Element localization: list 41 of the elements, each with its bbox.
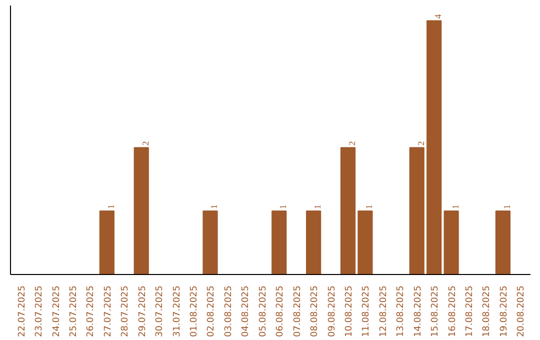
x-tick-label: 25.07.2025 [68,286,79,338]
data-label: 1 [450,204,460,210]
x-tick-label: 12.08.2025 [378,286,389,338]
x-tick-label: 19.08.2025 [499,286,510,338]
x-tick-label: 17.08.2025 [465,286,476,338]
data-label: 2 [346,141,357,146]
x-tick-label: 26.07.2025 [86,286,96,338]
data-label: 1 [502,204,512,210]
data-label: 1 [312,204,323,210]
data-label: 4 [433,14,444,19]
x-tick-label: 01.08.2025 [190,286,200,338]
data-label: 2 [416,141,426,146]
x-tick-label: 27.07.2025 [103,286,114,338]
x-tick-label: 31.07.2025 [172,286,182,338]
x-tick-label: 29.07.2025 [138,286,148,338]
x-tick-label: 15.08.2025 [430,286,441,338]
data-label: 1 [278,204,288,210]
x-tick-label: 04.08.2025 [241,286,252,338]
x-tick-label: 05.08.2025 [258,286,268,338]
x-tick-label: 24.07.2025 [52,286,62,338]
x-tick-label: 14.08.2025 [413,286,424,338]
x-tick-label: 16.08.2025 [448,286,458,338]
x-tick-label: 07.08.2025 [292,286,303,338]
x-tick-label: 03.08.2025 [224,286,234,338]
data-label: 1 [106,204,116,210]
data-label: 1 [209,204,220,210]
data-label: 1 [364,204,374,210]
x-tick-label: 18.08.2025 [482,286,492,338]
x-tick-label: 28.07.2025 [120,286,131,338]
x-tick-label: 06.08.2025 [276,286,286,338]
x-tick-label: 09.08.2025 [327,286,338,338]
x-tick-label: 22.07.2025 [17,286,28,338]
data-label: 2 [140,141,150,146]
x-tick-label: 13.08.2025 [396,286,406,338]
x-tick-label: 20.08.2025 [516,286,527,338]
x-tick-label: 11.08.2025 [362,286,372,338]
x-tick-label: 23.07.2025 [34,286,45,338]
x-tick-label: 10.08.2025 [344,286,354,338]
x-tick-label: 08.08.2025 [310,286,320,338]
x-tick-label: 02.08.2025 [206,286,217,338]
x-tick-label: 30.07.2025 [155,286,166,338]
